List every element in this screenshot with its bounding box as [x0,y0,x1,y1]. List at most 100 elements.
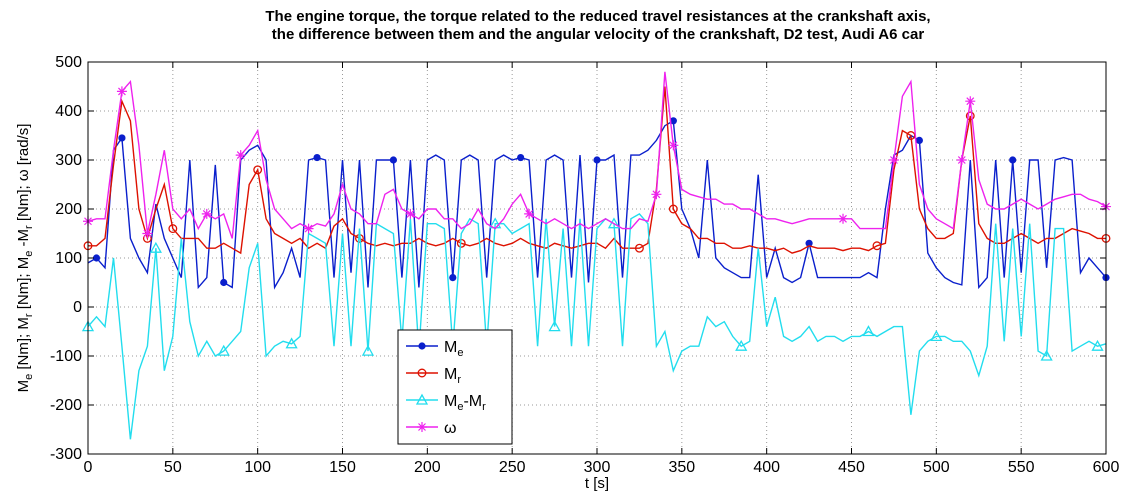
x-tick-label: 200 [414,459,441,476]
x-tick-label: 550 [1008,459,1035,476]
legend-item: Me [406,339,463,359]
series-point [201,208,212,219]
series-point [872,241,882,251]
series-point [805,239,813,247]
legend-label: ω [444,420,457,437]
series-point [142,228,153,239]
y-tick-label: 400 [55,103,82,120]
legend-item: Mr [406,366,461,386]
y-tick-label: -100 [50,348,82,365]
series-point [956,155,967,165]
series-point [405,208,416,219]
series-point [1040,349,1053,361]
series-point [118,134,126,142]
series-line [87,213,1107,440]
series-point [735,339,748,351]
x-tick-label: 250 [499,459,526,476]
series-point [389,156,397,164]
legend-label: Me [444,339,463,359]
x-tick-label: 150 [329,459,356,476]
y-axis-label-part: M [15,380,32,393]
series-point [669,117,677,125]
series-point [668,140,679,151]
series-point [607,217,621,229]
y-axis-label: Me [Nm]; Mr [Nm]; Me -Mr [Nm]; ω [rad/s] [15,124,35,393]
legend: Me Mr Me-Mr ω [397,329,513,445]
x-tick-label: 500 [923,459,950,476]
series-3 [83,71,1111,239]
x-tick-label: 0 [84,459,93,476]
series-point [303,223,314,234]
series-point [253,165,263,175]
series-point [915,136,923,144]
y-tick-label: -300 [50,446,82,463]
series-point [668,204,678,214]
series-point [361,344,375,356]
legend-marker [418,342,426,350]
legend-label: Mr [444,366,461,386]
series-line [88,86,1106,255]
y-tick-label: 0 [73,299,82,316]
chart-title-line-2: the difference between them and the angu… [272,26,925,43]
series-point [888,155,899,165]
legend-box [397,329,513,445]
x-tick-label: 100 [244,459,271,476]
y-axis-label-subscript: r [23,225,35,229]
y-axis-label-part: [Nm]; ω [rad/s] [15,124,32,226]
series-point [593,156,601,164]
series-point [149,241,162,253]
y-tick-label: 100 [55,250,82,267]
y-axis-label-subscript: e [23,374,35,380]
series-point [965,111,975,121]
series-point [116,86,127,97]
series-point [313,153,321,162]
x-axis-label: t [s] [585,475,609,492]
series-point [449,274,457,282]
x-tick-label: 50 [164,459,182,476]
series-point [285,337,298,349]
series-point [1091,339,1104,351]
series-point [548,320,561,332]
chart-title-line-1: The engine torque, the torque related to… [265,8,930,25]
series-point [965,96,976,107]
x-tick-label: 350 [668,459,695,476]
series-point [517,153,525,162]
legend-label: Me-Mr [444,393,486,413]
x-tick-label: 600 [1093,459,1120,476]
legend-marker [417,422,427,432]
y-axis-label-part: [Nm]; M [15,257,32,314]
series-point [651,189,662,200]
plot-area [81,71,1111,440]
series-point [838,213,849,224]
x-tick-label: 450 [838,459,865,476]
series-line [87,71,1107,239]
series-0 [87,117,1110,290]
x-tick-label: 400 [753,459,780,476]
legend-item: ω [406,420,457,437]
series-point [524,208,535,219]
y-axis-label-subscript: e [23,251,35,257]
y-axis-label-part: -M [15,229,32,251]
legend-marker [415,393,429,405]
axis-ticks: 0 50 100 150 200 250 300 350 400 450 500 550 600 -300… [50,54,1119,476]
series-point [168,224,178,234]
series-point [862,325,875,337]
y-tick-label: 300 [55,152,82,169]
y-axis-label-part: [Nm]; M [15,317,32,374]
series-point [217,344,230,356]
series-point [220,278,228,287]
y-tick-label: 500 [55,54,82,71]
x-tick-label: 300 [584,459,611,476]
series-point [634,243,644,253]
y-tick-label: -200 [50,397,82,414]
y-axis-label-subscript: r [23,313,35,317]
legend-item: Me-Mr [406,393,486,413]
series-point [1009,156,1017,164]
grid-lines [87,61,1107,455]
y-tick-label: 200 [55,201,82,218]
series-point [930,330,943,342]
legend-marker [417,368,427,378]
series-point [92,254,101,262]
series-point [235,150,246,161]
